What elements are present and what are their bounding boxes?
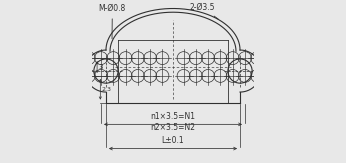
Text: 2-Ø3.5: 2-Ø3.5 xyxy=(189,3,218,19)
Text: n1×3.5=N1: n1×3.5=N1 xyxy=(151,112,195,121)
Text: 3: 3 xyxy=(98,64,103,70)
Text: L±0.1: L±0.1 xyxy=(162,136,184,145)
Text: 2.3: 2.3 xyxy=(101,87,111,92)
Text: n2×3.5=N2: n2×3.5=N2 xyxy=(151,123,195,132)
Text: M-Ø0.8: M-Ø0.8 xyxy=(99,4,126,39)
